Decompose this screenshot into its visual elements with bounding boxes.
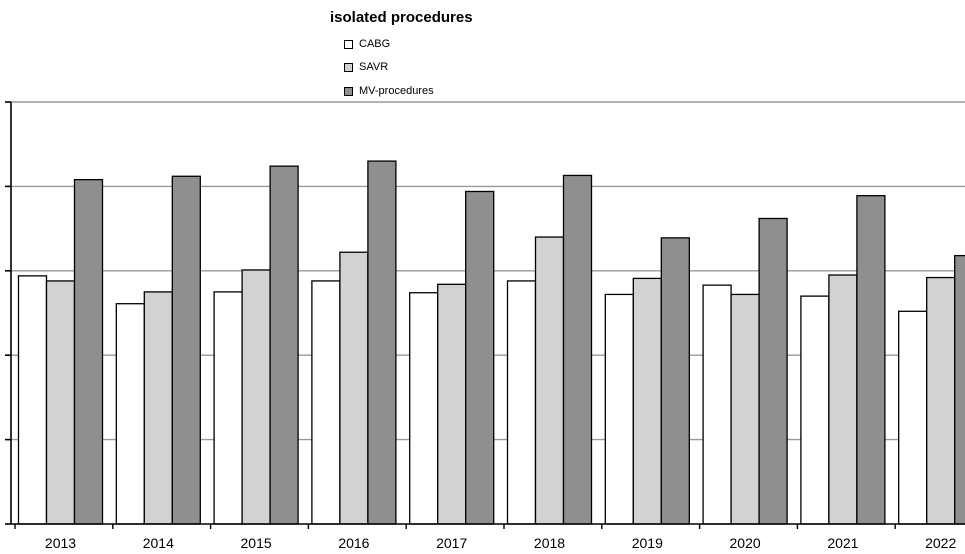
legend-label-savr: SAVR bbox=[359, 61, 389, 73]
x-tick-label-2013: 2013 bbox=[45, 535, 76, 551]
x-tick-label-2021: 2021 bbox=[827, 535, 858, 551]
bar-savr-2014 bbox=[143, 291, 173, 525]
bar-mv-procedures-2016 bbox=[367, 160, 397, 525]
bar-cabg-2013 bbox=[17, 275, 48, 525]
bar-mv-procedures-2020 bbox=[758, 217, 788, 525]
bar-mv-procedures-2019 bbox=[660, 237, 690, 525]
bar-cabg-2017 bbox=[409, 292, 439, 525]
legend-item-savr: SAVR bbox=[344, 58, 388, 76]
x-tick-label-2016: 2016 bbox=[338, 535, 369, 551]
bar-mv-procedures-2021 bbox=[856, 195, 886, 525]
bar-cabg-2021 bbox=[800, 295, 830, 525]
bar-savr-2013 bbox=[45, 280, 76, 525]
bar-cabg-2020 bbox=[702, 284, 732, 525]
bar-cabg-2014 bbox=[115, 303, 145, 525]
bar-savr-2015 bbox=[241, 269, 271, 525]
axes bbox=[5, 101, 965, 529]
bar-cabg-2015 bbox=[213, 291, 243, 525]
bar-mv-procedures-2013 bbox=[73, 178, 104, 525]
bar-savr-2016 bbox=[339, 251, 369, 525]
x-tick-label-2015: 2015 bbox=[241, 535, 272, 551]
bar-mv-procedures-2017 bbox=[465, 190, 495, 525]
bar-savr-2021 bbox=[828, 274, 858, 525]
x-tick-label-2018: 2018 bbox=[534, 535, 565, 551]
bar-cabg-2018 bbox=[506, 280, 537, 525]
bar-cabg-2019 bbox=[604, 293, 634, 525]
bar-mv-procedures-2022 bbox=[954, 254, 965, 525]
x-tick-label-2017: 2017 bbox=[436, 535, 467, 551]
bar-savr-2019 bbox=[632, 277, 662, 525]
bar-savr-2018 bbox=[534, 236, 565, 525]
legend-item-cabg: CABG bbox=[344, 35, 390, 53]
bar-savr-2022 bbox=[926, 276, 956, 525]
legend-label-mv-procedures: MV-procedures bbox=[359, 85, 434, 97]
bar-mv-procedures-2015 bbox=[269, 165, 299, 525]
x-tick-label-2019: 2019 bbox=[632, 535, 663, 551]
bar-mv-procedures-2014 bbox=[171, 175, 201, 525]
x-tick-labels: 2013 2014 2015 2016 2017 2018 2019 2020 2021 2022 bbox=[45, 535, 957, 551]
bars bbox=[17, 160, 965, 525]
legend-item-mv-procedures: MV-procedures bbox=[344, 82, 434, 100]
x-tick-label-2020: 2020 bbox=[730, 535, 761, 551]
bar-cabg-2016 bbox=[311, 280, 341, 525]
bar-savr-2017 bbox=[437, 283, 467, 525]
bar-savr-2020 bbox=[730, 293, 760, 525]
x-tick-label-2022: 2022 bbox=[925, 535, 956, 551]
x-tick-label-2014: 2014 bbox=[143, 535, 174, 551]
legend-swatch-cabg bbox=[344, 39, 353, 49]
legend-label-cabg: CABG bbox=[359, 38, 391, 50]
legend-swatch-savr bbox=[344, 62, 353, 72]
bar-cabg-2022 bbox=[898, 310, 928, 525]
bar-mv-procedures-2018 bbox=[562, 174, 593, 525]
legend-swatch-mv-procedures bbox=[344, 86, 353, 96]
chart-title: isolated procedures bbox=[330, 9, 473, 26]
